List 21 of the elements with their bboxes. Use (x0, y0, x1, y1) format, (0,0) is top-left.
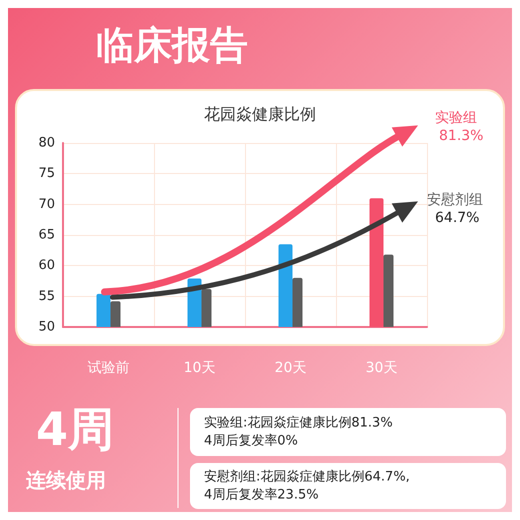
chart-title: 临床报告 (96, 23, 248, 67)
text: 81.3% (439, 128, 484, 144)
x-tick-label: 30天 (366, 360, 398, 376)
y-tick-label: 75 (38, 166, 55, 182)
y-tick-label: 70 (38, 196, 55, 212)
x-tick-label: 20天 (274, 360, 306, 376)
chart-subtitle: 花园焱健康比例 (204, 104, 316, 124)
text: 实验组 (435, 110, 477, 126)
y-tick-label: 80 (38, 136, 55, 150)
y-tick-label: 50 (38, 320, 55, 334)
y-tick-label: 65 (38, 228, 55, 242)
text: 连续使用 (25, 468, 106, 492)
text: 实验组:花园焱症健康比例81.3% 4周后复发率0% (204, 416, 393, 448)
x-tick-label: 10天 (184, 360, 216, 376)
text: 安慰剂组 (427, 192, 483, 208)
x-tick-label: 试验前 (88, 360, 130, 376)
text: 安慰剂组:花园焱症健康比例64.7%, 4周后复发率23.5% (204, 468, 410, 502)
text: 64.7% (435, 210, 480, 226)
y-tick-label: 55 (38, 288, 55, 304)
y-tick-label: 60 (38, 258, 55, 274)
text: 4周 (36, 402, 114, 456)
